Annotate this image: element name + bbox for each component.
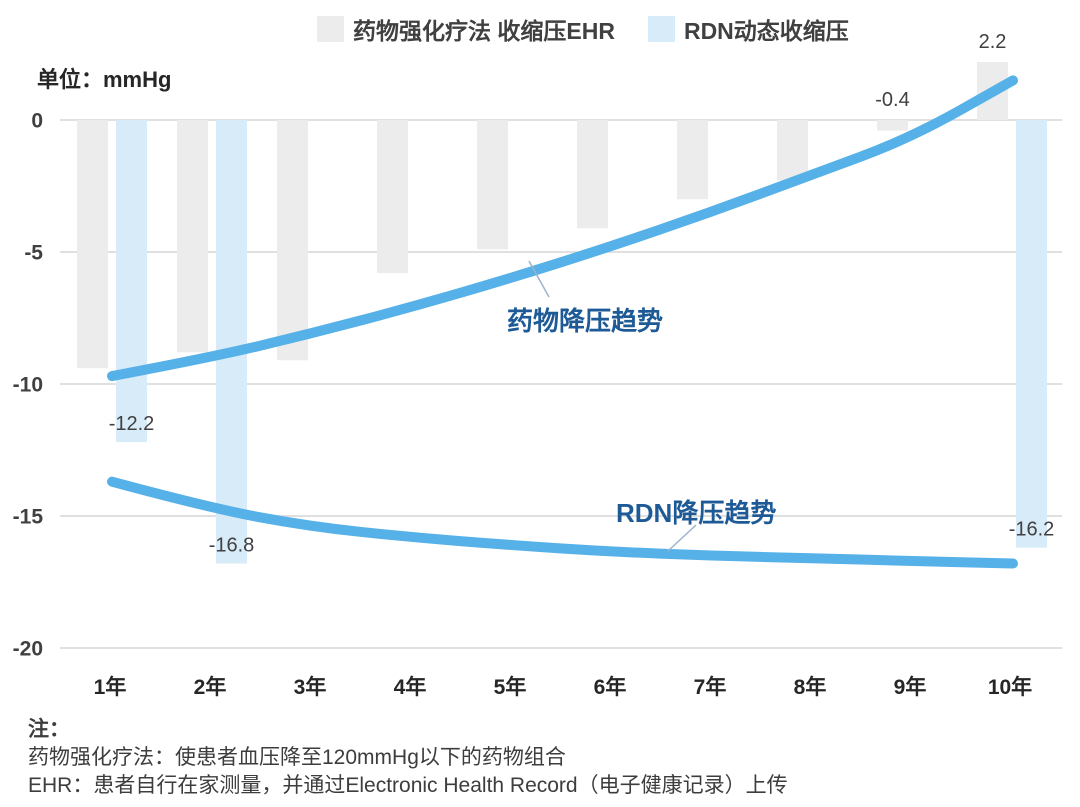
x-axis-label: 2年 [194,675,227,699]
rdn-bar-year-2 [216,120,247,564]
x-axis-label: 1年 [94,675,127,699]
y-axis-unit-label: 单位：mmHg [37,67,172,92]
y-tick-label: -5 [24,242,43,265]
ehr-legend-swatch [317,16,344,42]
ehr-bar-year-7 [677,120,708,200]
ehr-bar-year-5 [477,120,508,250]
rdn-legend-label: RDN动态收缩压 [683,18,849,44]
drug-trend-label: 药物降压趋势 [507,306,664,336]
legend-item-rdn: RDN动态收缩压 [647,12,849,46]
rdn-trend-label: RDN降压趋势 [616,498,777,528]
bar-value-label: -0.4 [875,89,909,111]
note-title: 注： [28,718,70,741]
footnotes: 注： 药物强化疗法：使患者血压降至120mmHg以下的药物组合 EHR：患者自行… [28,716,788,800]
x-axis-label: 10年 [988,675,1032,699]
bar-value-label: 2.2 [979,31,1007,53]
y-tick-label: -15 [13,506,44,529]
rdn-trend-curve [107,476,1018,569]
rdn-legend-swatch [647,16,675,42]
y-tick-label: -20 [13,638,43,661]
note-line-ehr: EHR：患者自行在家测量，并通过Electronic Health Record… [28,774,788,797]
ehr-bar-year-2 [177,120,208,353]
ehr-legend-label: 药物强化疗法 收缩压EHR [353,18,615,44]
rdn-trend-connector [667,524,697,552]
drug-trend-curve [107,75,1018,382]
ehr-bar-year-3 [277,120,308,361]
x-axis-label: 4年 [394,675,427,699]
x-axis-label: 3年 [294,675,327,699]
bar-value-label: -16.2 [1009,519,1055,541]
rdn-bar-year-1 [116,120,147,443]
x-axis-label: 7年 [694,675,727,699]
x-axis-label: 6年 [594,675,627,699]
ehr-bar-year-6 [577,120,608,229]
x-axis-label: 9年 [894,675,927,699]
chart-legend: 药物强化疗法 收缩压EHR RDN动态收缩压 [317,12,849,46]
x-axis-label: 8年 [794,675,827,699]
ehr-bar-year-1 [77,120,108,369]
ehr-bar-year-4 [377,120,408,274]
ehr-bar-year-8 [777,120,808,181]
drug-trend-connector [528,260,550,298]
y-tick-label: -10 [13,374,43,397]
note-line-drug-therapy: 药物强化疗法：使患者血压降至120mmHg以下的药物组合 [28,746,566,769]
bar-value-label: -12.2 [109,413,155,435]
legend-item-ehr: 药物强化疗法 收缩压EHR [317,12,615,46]
bar-value-label: -16.8 [209,535,255,557]
rdn-bar-year-10 [1016,120,1047,548]
x-axis-label: 5年 [494,675,527,699]
ehr-bar-year-9 [877,120,908,131]
y-tick-label: 0 [31,110,43,133]
